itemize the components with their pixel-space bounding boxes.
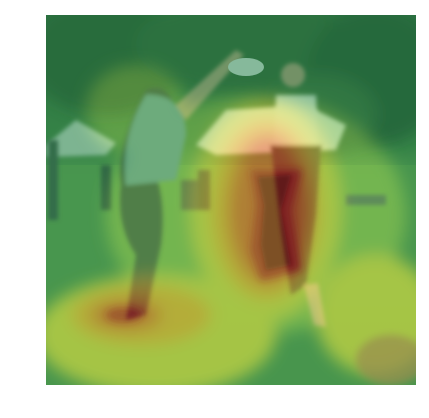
heatmap-photo-panel (46, 15, 416, 385)
photo-with-heatmap-svg (46, 15, 416, 385)
heatmap-overlay (46, 15, 416, 385)
